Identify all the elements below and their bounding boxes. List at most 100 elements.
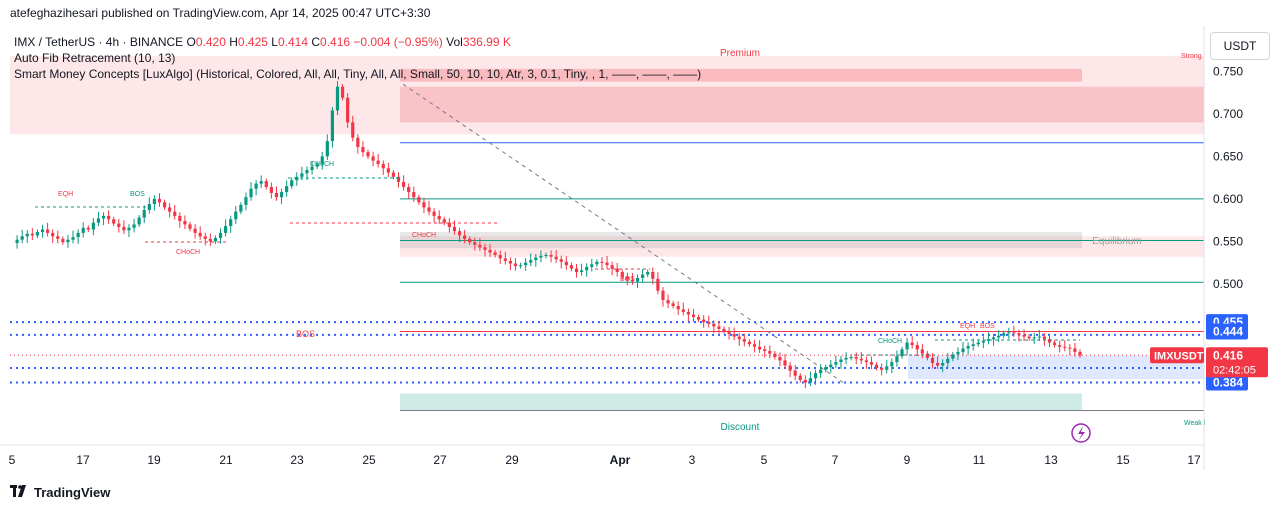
candle-body: [610, 265, 614, 269]
indicator-fib[interactable]: Auto Fib Retracement (10, 13): [14, 51, 176, 65]
candle-body: [829, 364, 833, 368]
candle-body: [274, 192, 279, 198]
countdown-label: 02:42:05: [1213, 364, 1256, 376]
level-tag-bg: [1206, 323, 1248, 340]
candle-body: [478, 244, 482, 248]
candle-body: [910, 342, 914, 346]
candle-body: [208, 238, 212, 242]
candle-body: [585, 266, 589, 271]
candle-body: [234, 211, 238, 220]
symbol-tag-label: IMXUSDT: [1154, 350, 1204, 362]
annotation-label: CHoCH: [878, 338, 902, 345]
candle-body: [188, 224, 192, 229]
candle-body: [641, 274, 645, 278]
candle-body: [244, 197, 248, 205]
candle-body: [1078, 351, 1082, 356]
candle-body: [396, 176, 401, 182]
candle-body: [25, 233, 29, 237]
candle-body: [1002, 333, 1006, 336]
candle-body: [264, 181, 268, 187]
annotation-label: EQH: [960, 323, 975, 330]
candle-body: [86, 227, 90, 230]
candle-body: [1063, 346, 1067, 348]
annotation-label: CHoCH: [176, 249, 200, 256]
candle-body: [819, 369, 823, 374]
candle-body: [340, 86, 345, 98]
candle-body: [224, 226, 228, 233]
annotation-label: CHoCH: [412, 232, 436, 239]
candle-body: [808, 378, 813, 383]
candle-body: [417, 197, 421, 203]
last-price-tag-bg: [1206, 347, 1268, 378]
candle-body: [112, 219, 116, 224]
candle-body: [335, 86, 340, 111]
candle-body: [1027, 336, 1031, 339]
zone-label: Discount: [721, 422, 760, 433]
candle-body: [203, 236, 207, 239]
time-tick-label: 27: [433, 453, 447, 467]
candle-body: [615, 268, 619, 272]
candle-body: [513, 263, 518, 267]
candle-body: [422, 202, 426, 208]
last-price-label: 0.416: [1213, 348, 1243, 362]
price-tick-label: 0.600: [1213, 192, 1243, 206]
indicator-smc[interactable]: Smart Money Concepts [LuxAlgo] (Historic…: [14, 67, 702, 81]
price-axis: 0.7500.7000.6500.6000.5500.5000.4550.444…: [1150, 26, 1268, 470]
candle-body: [152, 198, 156, 204]
candle-body: [874, 364, 879, 369]
candle-body: [900, 349, 904, 357]
tradingview-brand: TradingView: [34, 484, 111, 500]
candle-body: [213, 238, 218, 242]
candle-body: [681, 309, 685, 312]
candle-body: [732, 334, 736, 337]
weak-low-label: Weak l: [1184, 420, 1206, 427]
candle-body: [1047, 339, 1052, 343]
candle-body: [127, 227, 131, 231]
candle-body: [101, 215, 106, 219]
candle-body: [269, 187, 273, 193]
candle-body: [412, 192, 416, 198]
candle-body: [198, 232, 202, 237]
price-chart[interactable]: EQH BOS CHoCH CHoCH CHoCH BOS BOS CHoCH EQH BOS Pr…: [0, 26, 1281, 482]
time-tick-label: 9: [904, 453, 911, 467]
candle-body: [305, 170, 309, 174]
candle-body: [1017, 333, 1021, 335]
candle-body: [1042, 336, 1046, 340]
candles-layer: [15, 81, 1082, 389]
candle-body: [758, 346, 762, 350]
strong-high-label: Strong: [1181, 53, 1202, 60]
candle-body: [727, 331, 731, 335]
candle-body: [824, 367, 828, 370]
candle-body: [605, 262, 609, 266]
candle-body: [869, 362, 874, 365]
candle-body: [310, 166, 314, 170]
time-tick-label: 15: [1116, 453, 1130, 467]
candle-body: [432, 211, 436, 216]
candle-body: [920, 349, 924, 354]
time-tick-label: 17: [1187, 453, 1201, 467]
time-tick-label: 11: [973, 453, 986, 467]
candle-body: [946, 358, 950, 363]
annotation-label: BOS: [296, 329, 315, 339]
candle-body: [925, 353, 930, 358]
zone-label: Equilibrium: [1092, 236, 1141, 247]
close-value: 0.416: [320, 35, 351, 49]
currency-button[interactable]: USDT: [1210, 32, 1270, 60]
time-tick-label: 19: [147, 453, 161, 467]
candle-body: [46, 229, 50, 233]
equilibrium-red-zone: [400, 236, 1204, 257]
zone-label: Premium: [720, 48, 760, 59]
candle-body: [1058, 345, 1062, 347]
annotation-label: CHoCH: [310, 161, 334, 168]
candle-body: [702, 319, 706, 323]
candle-body: [646, 272, 650, 275]
candle-body: [239, 204, 243, 212]
candle-body: [778, 357, 782, 361]
candle-body: [137, 217, 141, 225]
time-tick-label: 5: [9, 453, 16, 467]
candle-body: [976, 342, 980, 345]
candle-body: [752, 344, 757, 347]
discount-zone: [400, 393, 1082, 411]
time-tick-label: 13: [1044, 453, 1058, 467]
candle-body: [885, 366, 889, 370]
